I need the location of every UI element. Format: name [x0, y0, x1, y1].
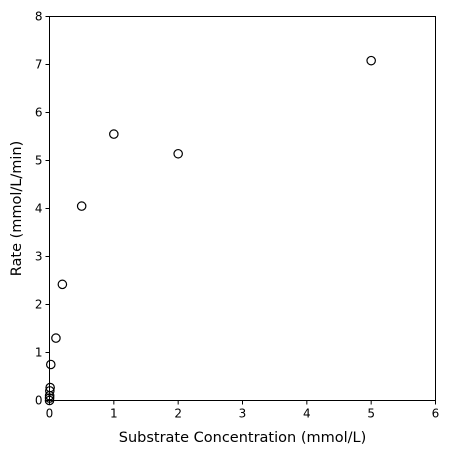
y-tick-label: 1: [35, 346, 43, 360]
y-tick-label: 4: [35, 202, 43, 216]
y-tick-label: 7: [35, 58, 43, 72]
y-tick-label: 6: [35, 106, 43, 120]
y-tick-label: 2: [35, 298, 43, 312]
y-tick-label: 8: [35, 10, 43, 24]
x-axis-label: Substrate Concentration (mmol/L): [119, 430, 367, 446]
x-tick-label: 0: [46, 407, 54, 421]
x-tick-label: 6: [432, 407, 440, 421]
y-tick-label: 0: [35, 394, 43, 408]
x-tick-label: 1: [110, 407, 118, 421]
y-tick-label: 3: [35, 250, 43, 264]
y-tick-label: 5: [35, 154, 43, 168]
y-axis-label: Rate (mmol/L/min): [9, 141, 25, 277]
x-tick-label: 3: [239, 407, 247, 421]
x-tick-label: 5: [367, 407, 375, 421]
x-tick-label: 4: [303, 407, 311, 421]
x-tick-label: 2: [174, 407, 182, 421]
